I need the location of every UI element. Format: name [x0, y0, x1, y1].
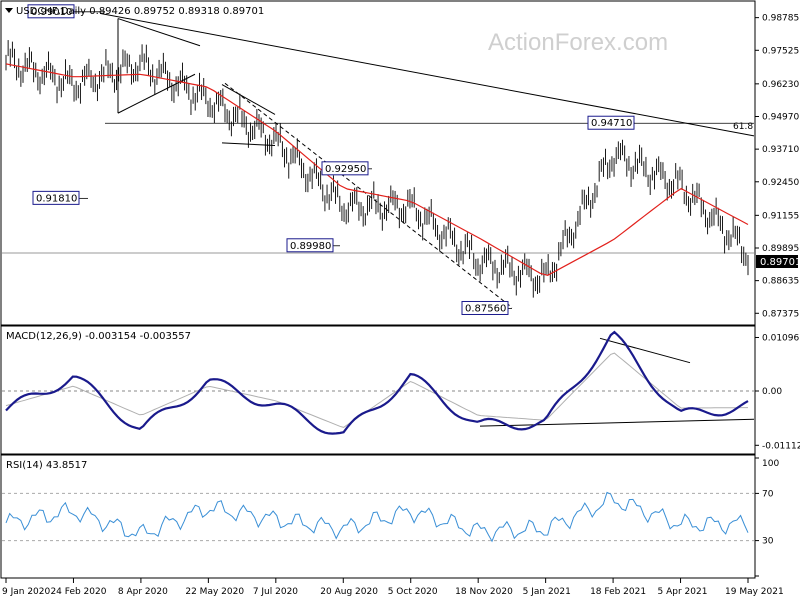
callout-box [461, 300, 509, 315]
x-tick-label: 24 Feb 2020 [50, 587, 106, 597]
macd-signal-line [5, 352, 748, 428]
rsi-title: RSI(14) 43.8517 [6, 460, 87, 471]
x-axis: 9 Jan 2020 24 Feb 2020 8 Apr 2020 22 May 20… [2, 578, 784, 597]
price-y-tick-label: 0.98785 [762, 14, 799, 24]
rsi-line [5, 491, 749, 543]
price-y-tick-label: 0.92450 [762, 178, 799, 188]
triangle-upper-line [117, 18, 201, 47]
series-lines [5, 63, 749, 543]
callout-box [32, 190, 80, 205]
dashed-channel-line [224, 82, 513, 308]
macd-support-line [479, 418, 755, 427]
macd-y-tick-label: 0.00 [762, 387, 782, 397]
x-tick-label: 5 Oct 2020 [388, 587, 438, 597]
price-title: USDCHF,Daily 0.89426 0.89752 0.89318 0.8… [16, 6, 264, 17]
rsi-y-tick-label: 100 [762, 459, 779, 469]
x-tick-label: 22 May 2020 [185, 587, 244, 597]
x-tick-label: 18 Feb 2021 [590, 587, 646, 597]
x-tick-label: 18 Nov 2020 [455, 587, 513, 597]
x-tick-label: 20 Aug 2020 [320, 587, 378, 597]
x-tick-label: 5 Jan 2021 [523, 587, 571, 597]
grid-lines [2, 252, 754, 542]
price-y-tick-label: 0.97525 [762, 46, 799, 56]
rsi-y-tick-label: 30 [762, 537, 774, 547]
macd-panel [0, 325, 756, 455]
chevron-down-icon[interactable] [5, 8, 13, 13]
callout-label: 0.94710 [591, 118, 632, 129]
x-tick-label: 9 Jan 2020 [2, 587, 50, 597]
callout-label: 0.87560 [465, 303, 506, 314]
price-bars [5, 40, 749, 298]
callout-box [286, 238, 334, 253]
price-y-tick-label: 0.96230 [762, 80, 799, 90]
rsi-y-tick-label: 70 [762, 489, 774, 499]
callout-box [27, 4, 75, 19]
watermark: ActionForex.com [488, 29, 668, 56]
price-y-tick-label: 0.94970 [762, 112, 799, 122]
price-y-tick-label: 0.89895 [762, 244, 799, 254]
callout-box [587, 115, 635, 130]
x-tick-label: 7 Jul 2020 [253, 587, 298, 597]
callout-label: 0.91810 [36, 193, 77, 204]
fib-label: 61.8 [733, 122, 753, 132]
macd-y-tick-label: -0.011127 [762, 441, 800, 451]
callout-label: 0.99010 [31, 7, 72, 18]
y-axes: 0.98785 0.97525 0.96230 0.94970 0.93710 0.924… [755, 14, 800, 577]
moving-average-line [5, 63, 749, 276]
callout-label: 0.92950 [325, 164, 366, 175]
callouts: 0.99010 0.91810 0.92950 0.89980 0.87560 0.947… [27, 4, 635, 315]
x-tick-label: 5 Apr 2021 [658, 587, 708, 597]
last-price-text: 0.89701 [760, 257, 800, 268]
macd-title: MACD(12,26,9) -0.003154 -0.003557 [6, 331, 191, 342]
price-y-tick-label: 0.88635 [762, 277, 799, 287]
macd-y-tick-label: 0.010967 [762, 333, 800, 343]
macd-divergence-line [599, 337, 691, 364]
rsi-panel [0, 454, 756, 579]
callout-label: 0.89980 [290, 241, 331, 252]
macd-line [5, 330, 749, 435]
long-trend-line [99, 12, 755, 137]
price-y-tick-label: 0.91155 [762, 211, 799, 221]
last-price-badge [756, 255, 798, 268]
callout-box [321, 161, 369, 176]
price-y-tick-label: 0.87375 [762, 309, 799, 319]
price-y-tick-label: 0.93710 [762, 145, 799, 155]
x-tick-label: 8 Apr 2020 [118, 587, 168, 597]
flag-upper-line [221, 84, 276, 115]
x-tick-label: 19 May 2021 [725, 587, 784, 597]
